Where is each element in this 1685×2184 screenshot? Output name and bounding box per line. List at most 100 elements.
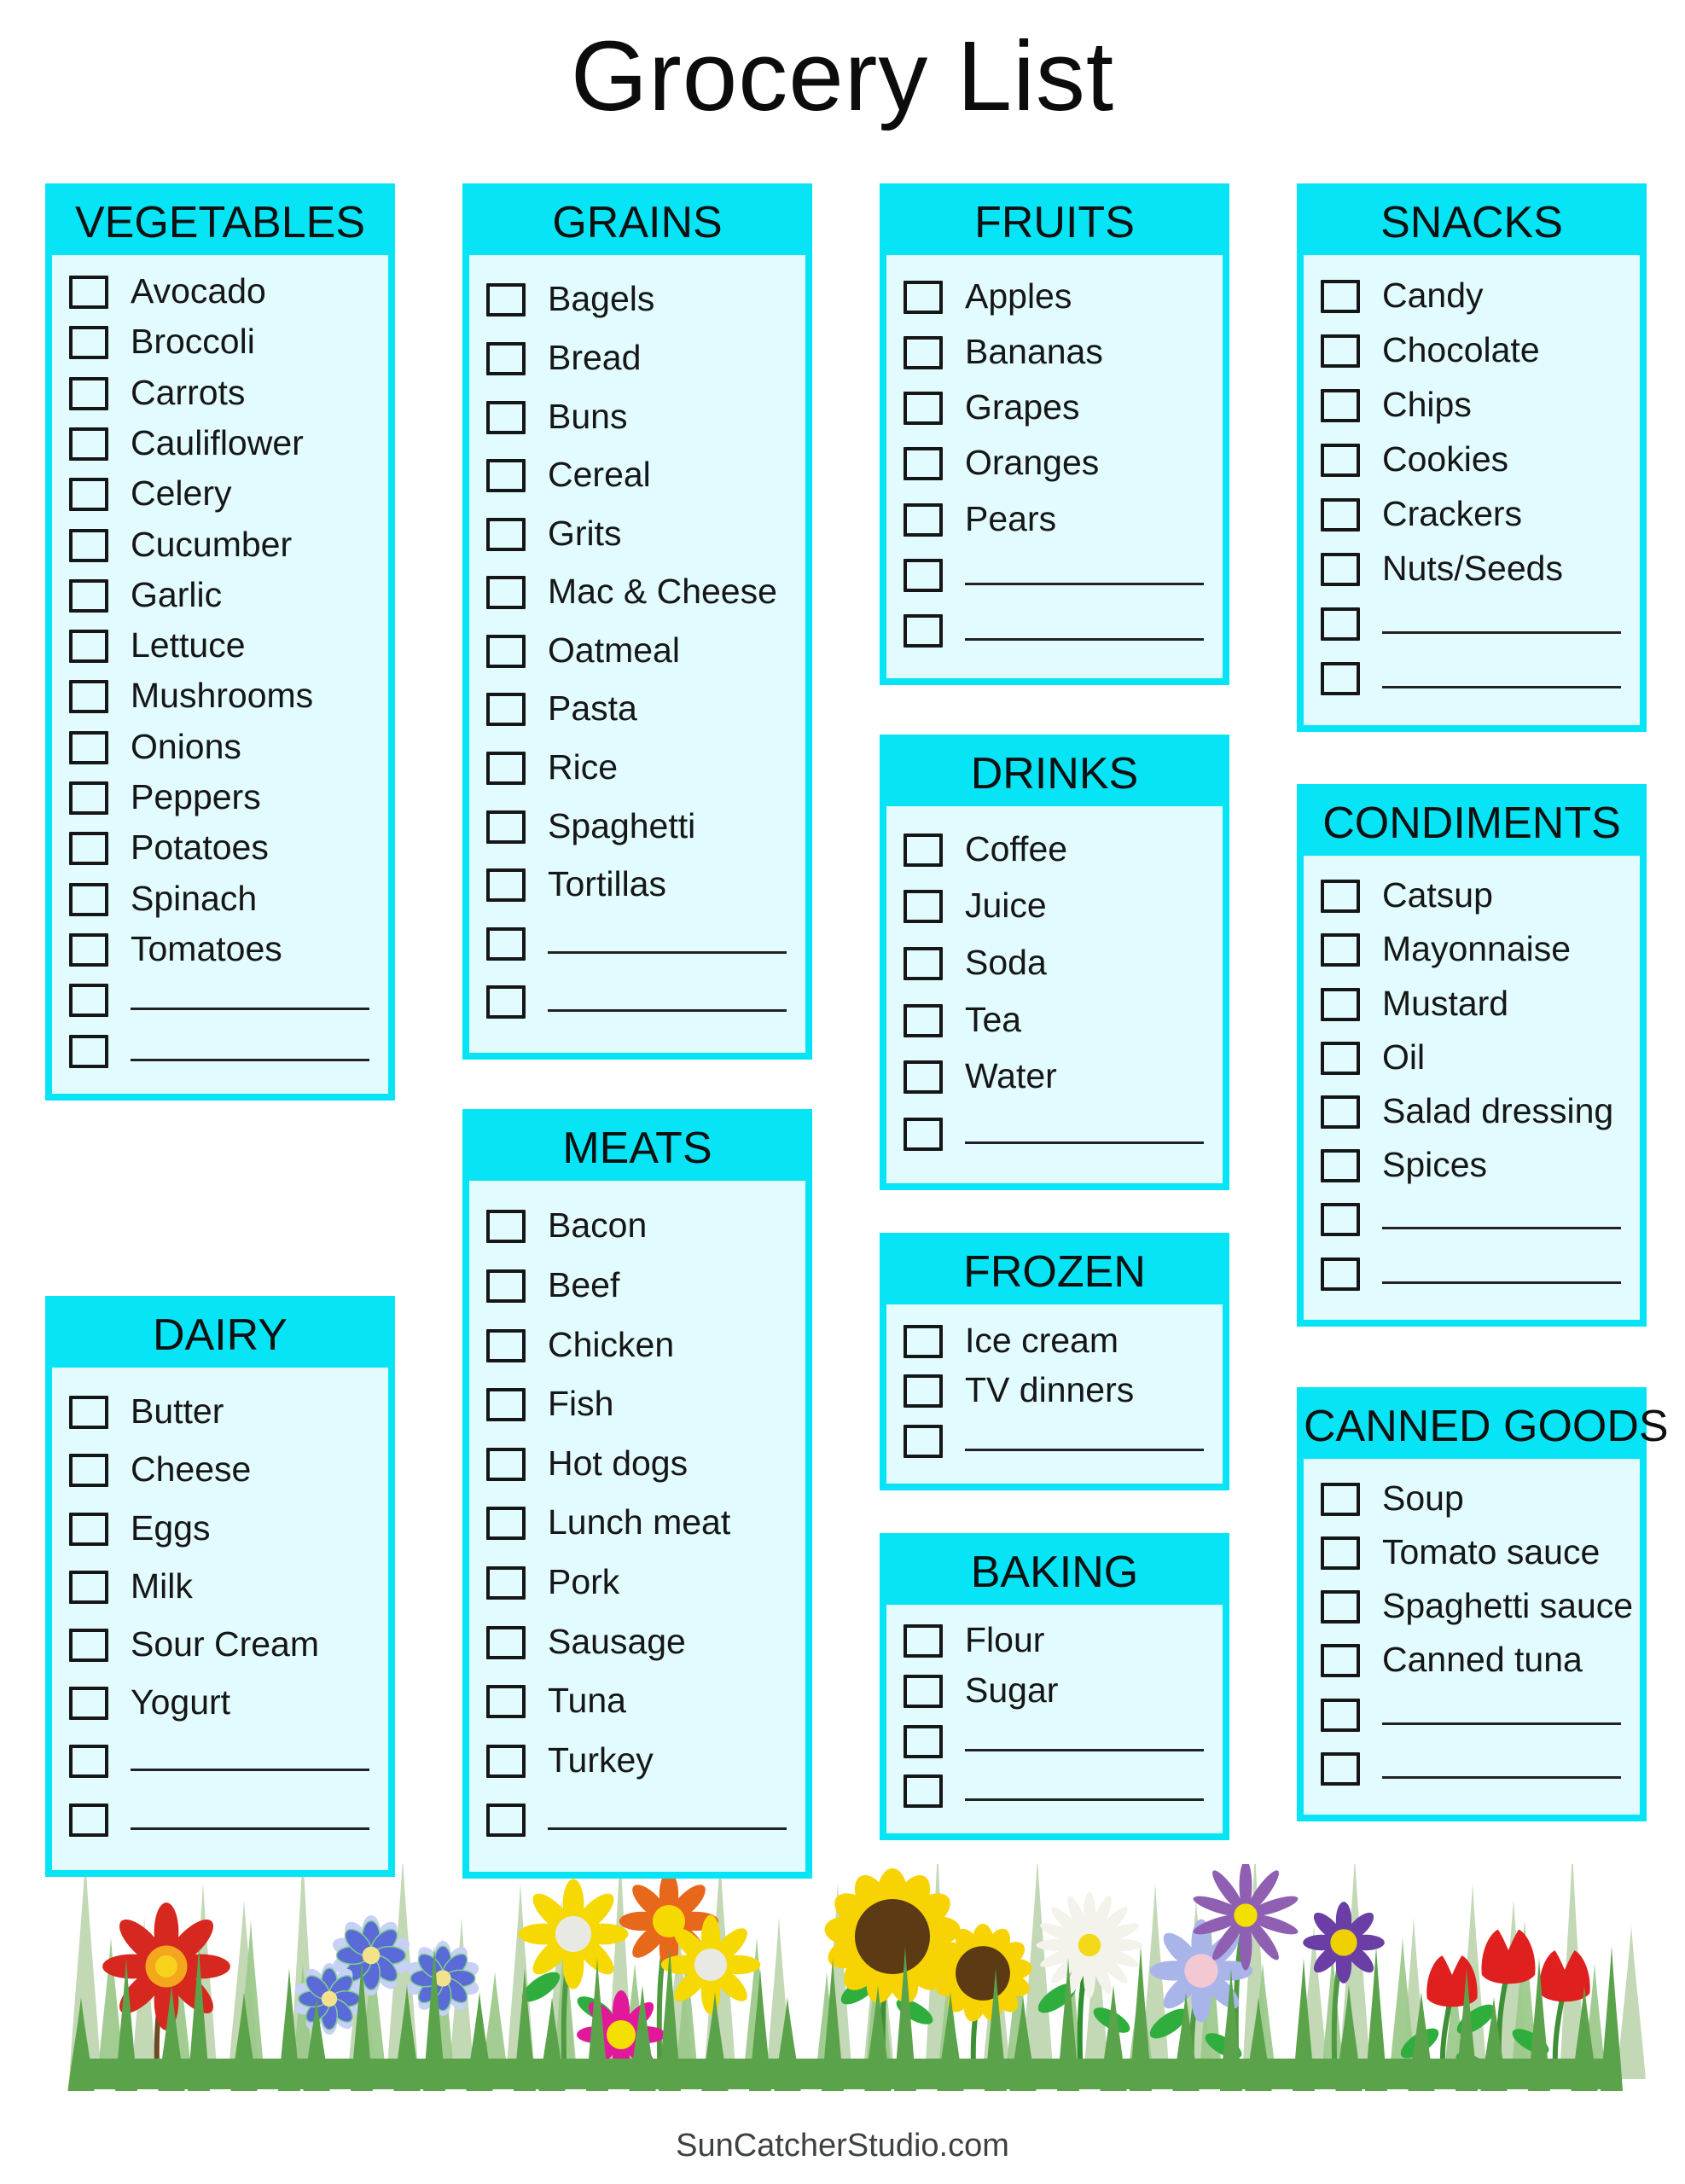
checkbox[interactable] [904, 890, 943, 924]
write-in-line[interactable] [1382, 660, 1621, 688]
checkbox[interactable] [486, 693, 526, 727]
checkbox[interactable] [486, 1507, 526, 1541]
checkbox[interactable] [69, 276, 108, 310]
write-in-line[interactable] [965, 1773, 1204, 1802]
write-in-line[interactable] [965, 1423, 1204, 1452]
checkbox[interactable] [486, 1447, 526, 1481]
checkbox[interactable] [904, 558, 943, 592]
write-in-line[interactable] [548, 926, 787, 954]
checkbox[interactable] [904, 392, 943, 426]
checkbox[interactable] [1321, 334, 1360, 368]
checkbox[interactable] [1321, 607, 1360, 641]
write-in-line[interactable] [1382, 1697, 1621, 1725]
write-in-line[interactable] [548, 984, 787, 1013]
checkbox[interactable] [69, 832, 108, 866]
checkbox[interactable] [1321, 880, 1360, 914]
checkbox[interactable] [69, 680, 108, 714]
checkbox[interactable] [69, 1803, 108, 1837]
checkbox[interactable] [1321, 1203, 1360, 1237]
checkbox[interactable] [1321, 933, 1360, 967]
checkbox[interactable] [486, 459, 526, 493]
checkbox[interactable] [486, 341, 526, 375]
checkbox[interactable] [69, 1396, 108, 1430]
checkbox[interactable] [1321, 1698, 1360, 1732]
checkbox[interactable] [1321, 443, 1360, 477]
checkbox[interactable] [486, 985, 526, 1019]
checkbox[interactable] [1321, 1149, 1360, 1183]
checkbox[interactable] [904, 280, 943, 314]
write-in-line[interactable] [965, 613, 1204, 641]
checkbox[interactable] [69, 1034, 108, 1068]
checkbox[interactable] [69, 1745, 108, 1779]
checkbox[interactable] [69, 730, 108, 764]
checkbox[interactable] [69, 478, 108, 512]
checkbox[interactable] [904, 1324, 943, 1358]
checkbox[interactable] [904, 502, 943, 537]
write-in-line[interactable] [548, 1802, 787, 1831]
checkbox[interactable] [486, 576, 526, 610]
checkbox[interactable] [69, 1570, 108, 1604]
write-in-line[interactable] [131, 1743, 369, 1772]
checkbox[interactable] [1321, 1041, 1360, 1075]
write-in-line[interactable] [131, 1802, 369, 1830]
write-in-line[interactable] [965, 557, 1204, 585]
checkbox[interactable] [1321, 552, 1360, 586]
checkbox[interactable] [486, 810, 526, 844]
checkbox[interactable] [69, 326, 108, 360]
checkbox[interactable] [1321, 279, 1360, 313]
checkbox[interactable] [486, 1388, 526, 1422]
checkbox[interactable] [904, 1425, 943, 1459]
checkbox[interactable] [486, 1685, 526, 1719]
checkbox[interactable] [1321, 661, 1360, 695]
checkbox[interactable] [69, 1454, 108, 1488]
checkbox[interactable] [486, 1625, 526, 1659]
checkbox[interactable] [486, 1269, 526, 1303]
checkbox[interactable] [904, 1374, 943, 1409]
checkbox[interactable] [69, 984, 108, 1018]
checkbox[interactable] [904, 1774, 943, 1809]
checkbox[interactable] [486, 926, 526, 961]
checkbox[interactable] [1321, 1536, 1360, 1571]
checkbox[interactable] [904, 1118, 943, 1152]
checkbox[interactable] [69, 376, 108, 410]
write-in-line[interactable] [131, 982, 369, 1011]
checkbox[interactable] [486, 634, 526, 668]
checkbox[interactable] [904, 447, 943, 481]
checkbox[interactable] [486, 868, 526, 903]
checkbox[interactable] [486, 1744, 526, 1778]
checkbox[interactable] [904, 336, 943, 370]
checkbox[interactable] [904, 613, 943, 648]
checkbox[interactable] [904, 1003, 943, 1037]
checkbox[interactable] [69, 781, 108, 816]
checkbox[interactable] [904, 833, 943, 867]
checkbox[interactable] [1321, 388, 1360, 422]
checkbox[interactable] [1321, 1257, 1360, 1291]
write-in-line[interactable] [1382, 606, 1621, 634]
checkbox[interactable] [486, 1565, 526, 1600]
checkbox[interactable] [69, 882, 108, 916]
checkbox[interactable] [69, 528, 108, 562]
checkbox[interactable] [1321, 1590, 1360, 1624]
checkbox[interactable] [486, 1210, 526, 1244]
write-in-line[interactable] [1382, 1751, 1621, 1779]
checkbox[interactable] [904, 1724, 943, 1758]
checkbox[interactable] [69, 630, 108, 664]
write-in-line[interactable] [1382, 1256, 1621, 1284]
checkbox[interactable] [904, 1675, 943, 1709]
checkbox[interactable] [904, 1060, 943, 1095]
checkbox[interactable] [486, 517, 526, 551]
write-in-line[interactable] [131, 1033, 369, 1061]
checkbox[interactable] [1321, 1095, 1360, 1129]
checkbox[interactable] [69, 427, 108, 461]
checkbox[interactable] [1321, 1644, 1360, 1678]
checkbox[interactable] [69, 578, 108, 613]
checkbox[interactable] [486, 752, 526, 785]
write-in-line[interactable] [1382, 1201, 1621, 1230]
checkbox[interactable] [486, 283, 526, 317]
checkbox[interactable] [69, 932, 108, 967]
checkbox[interactable] [1321, 497, 1360, 531]
write-in-line[interactable] [965, 1116, 1204, 1145]
checkbox[interactable] [1321, 1751, 1360, 1786]
checkbox[interactable] [486, 1804, 526, 1838]
checkbox[interactable] [486, 1328, 526, 1362]
